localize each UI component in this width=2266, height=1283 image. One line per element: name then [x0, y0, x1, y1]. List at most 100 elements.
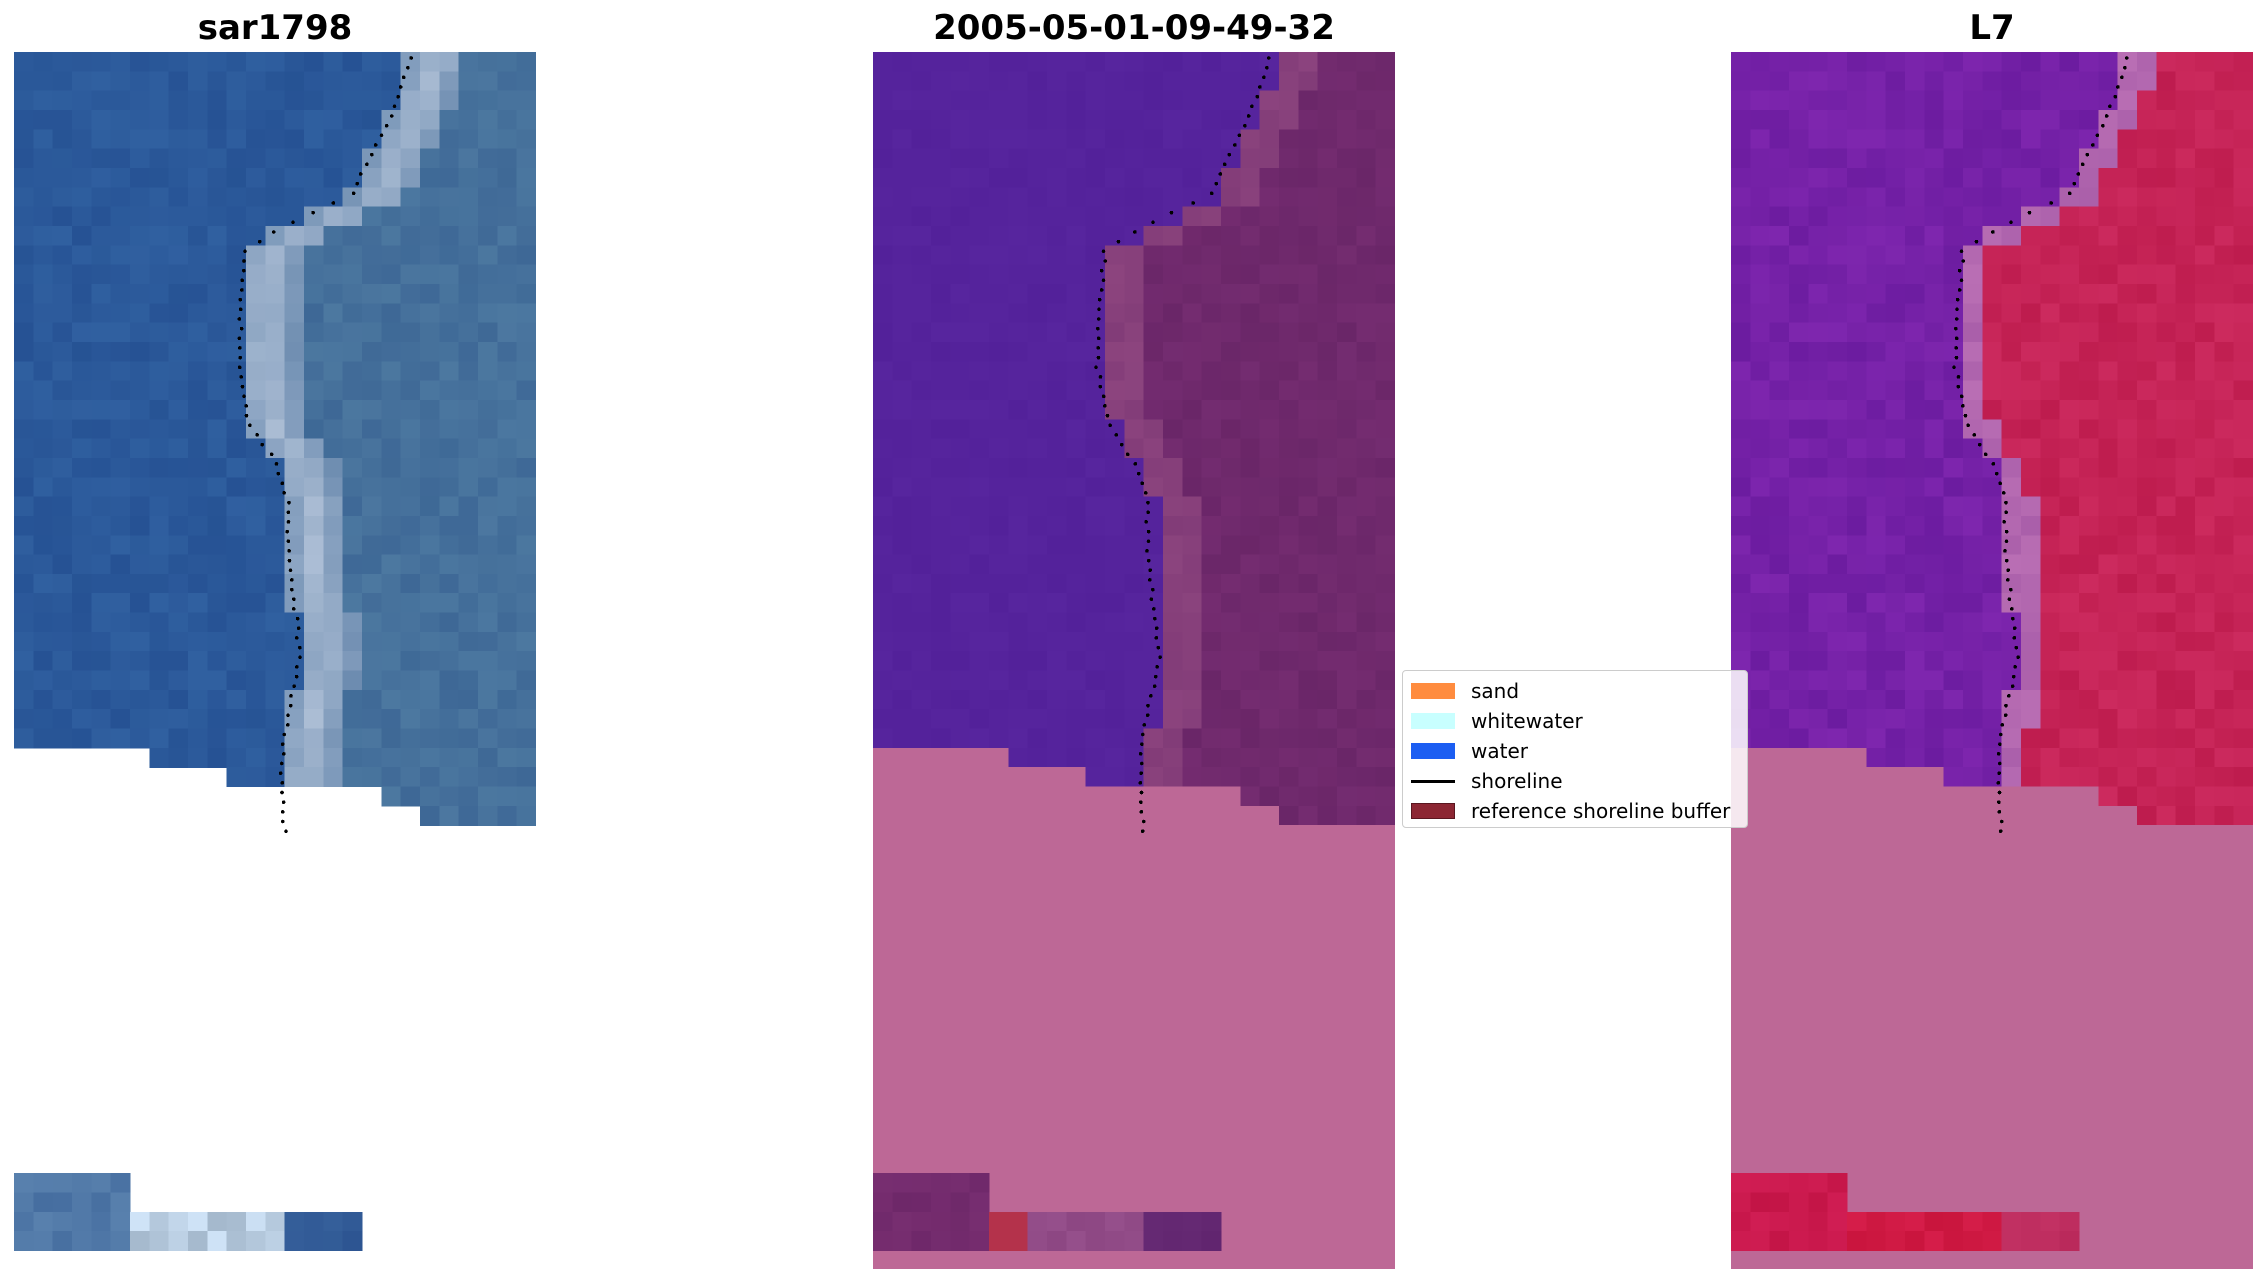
pixel	[2001, 863, 2022, 884]
pixel	[1240, 728, 1261, 749]
pixel	[1298, 129, 1319, 150]
pixel	[2117, 1134, 2138, 1155]
pixel	[873, 438, 893, 459]
pixel	[1143, 825, 1164, 846]
reference-buffer-swatch	[1411, 803, 1455, 819]
pixel	[873, 1037, 893, 1058]
shoreline-point	[281, 800, 286, 804]
pixel	[1846, 225, 1867, 246]
pixel	[873, 1231, 893, 1252]
pixel	[187, 670, 208, 691]
pixel	[129, 573, 150, 594]
pixel	[458, 361, 479, 382]
pixel	[1904, 419, 1925, 440]
pixel	[1066, 999, 1087, 1020]
pixel	[1298, 573, 1319, 594]
pixel	[323, 399, 344, 420]
pixel	[1846, 419, 1867, 440]
pixel	[2233, 361, 2253, 382]
pixel	[2136, 883, 2157, 904]
pixel	[419, 225, 440, 246]
pixel	[33, 728, 54, 749]
pixel	[1124, 651, 1145, 672]
pixel	[1750, 844, 1771, 865]
pixel	[2117, 206, 2138, 227]
pixel	[2156, 670, 2177, 691]
pixel	[1278, 438, 1299, 459]
pixel	[458, 709, 479, 730]
shoreline-point	[1977, 442, 1982, 447]
pixel	[497, 264, 518, 285]
pixel	[1846, 573, 1867, 594]
pixel	[1220, 303, 1241, 324]
pixel	[2001, 1018, 2022, 1039]
pixel	[1201, 1095, 1222, 1116]
pixel	[71, 554, 92, 575]
pixel	[1317, 283, 1338, 304]
pixel	[1201, 457, 1222, 478]
pixel	[381, 419, 402, 440]
pixel	[2233, 1192, 2253, 1213]
pixel	[2078, 767, 2099, 788]
pixel	[2156, 1037, 2177, 1058]
pixel	[516, 225, 536, 246]
pixel	[400, 438, 421, 459]
pixel	[1750, 960, 1771, 981]
pixel	[2233, 1153, 2253, 1174]
pixel	[911, 361, 932, 382]
pixel	[1124, 361, 1145, 382]
pixel	[1066, 283, 1087, 304]
pixel	[1924, 515, 1945, 536]
shoreline-point	[237, 336, 242, 341]
shoreline-point	[1151, 587, 1155, 592]
pixel	[1866, 786, 1887, 807]
pixel	[2078, 71, 2099, 92]
shoreline-point	[286, 713, 290, 717]
shoreline-point	[296, 626, 301, 630]
pixel	[911, 825, 932, 846]
pixel	[458, 438, 479, 459]
pixel	[892, 747, 913, 768]
pixel	[284, 52, 305, 72]
pixel	[1769, 245, 1790, 266]
pixel	[1298, 747, 1319, 768]
pixel	[1827, 554, 1848, 575]
pixel	[2233, 863, 2253, 884]
pixel	[1788, 844, 1809, 865]
pixel	[1124, 109, 1145, 130]
pixel	[2098, 148, 2119, 169]
pixel	[477, 225, 498, 246]
pixel	[969, 1057, 990, 1078]
pixel	[1336, 1134, 1357, 1155]
pixel	[1066, 941, 1087, 962]
pixel	[2078, 825, 2099, 846]
pixel	[71, 419, 92, 440]
pixel	[1982, 187, 2003, 208]
pixel	[245, 109, 266, 130]
pixel	[110, 322, 131, 343]
pixel	[361, 767, 382, 788]
pixel	[1085, 322, 1106, 343]
pixel	[1827, 225, 1848, 246]
pixel	[1259, 1173, 1280, 1194]
pixel	[1769, 709, 1790, 730]
pixel	[2175, 709, 2196, 730]
pixel	[497, 767, 518, 788]
pixel	[2001, 187, 2022, 208]
pixel	[458, 747, 479, 768]
pixel	[1846, 283, 1867, 304]
pixel	[1085, 52, 1106, 72]
shoreline-point	[1214, 181, 1219, 186]
shoreline-point	[289, 694, 293, 698]
pixel	[323, 496, 344, 517]
pixel	[1240, 187, 1261, 208]
pixel	[873, 883, 893, 904]
pixel	[477, 747, 498, 768]
pixel	[930, 283, 951, 304]
pixel	[168, 245, 189, 266]
pixel	[2214, 670, 2235, 691]
pixel	[2136, 322, 2157, 343]
pixel	[361, 399, 382, 420]
pixel	[988, 167, 1009, 188]
pixel	[2175, 109, 2196, 130]
